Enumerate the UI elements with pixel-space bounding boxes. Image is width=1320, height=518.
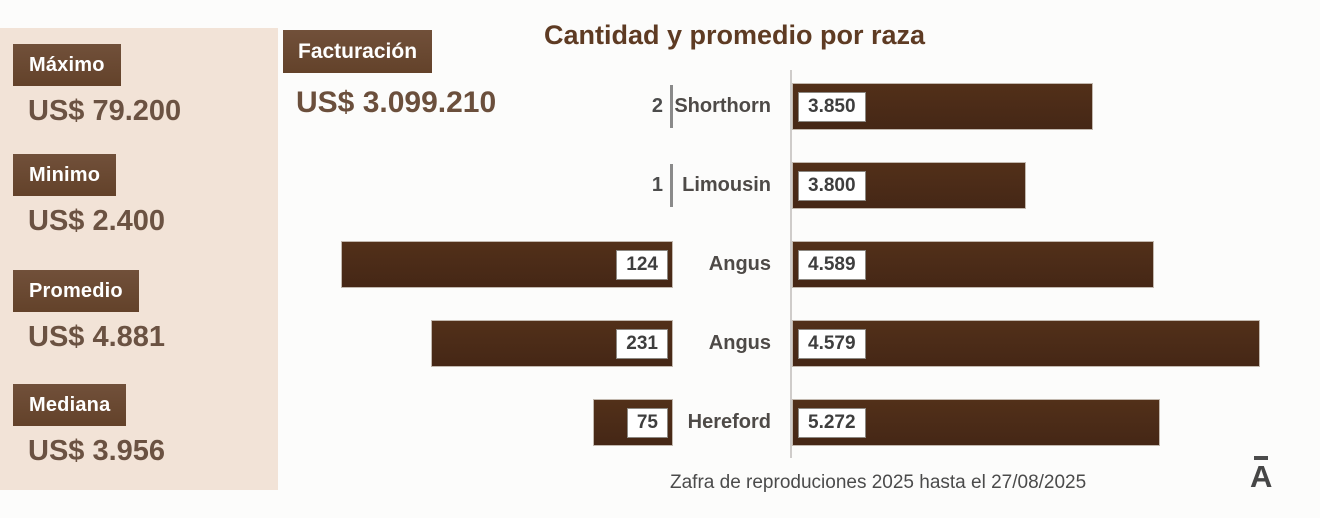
chart-row-hereford: 75 Hereford 5.272	[0, 400, 1320, 445]
logo-letter: A	[1250, 459, 1273, 494]
stat-maximo-label-box: Máximo	[13, 44, 121, 86]
qty-value-box: 231	[616, 328, 668, 359]
qty-label: 2	[651, 95, 663, 117]
facturacion-label-box: Facturación	[283, 30, 433, 73]
stats-sidebar: Máximo US$ 79.200 Minimo US$ 2.400 Prome…	[0, 28, 278, 490]
qty-axis-tick	[670, 164, 673, 207]
qty-value-box: 124	[616, 249, 668, 280]
logo-macron-icon	[1254, 456, 1269, 460]
breed-label: Angus	[708, 253, 771, 275]
chart-row-limousin: 1 Limousin 3.800	[0, 163, 1320, 208]
chart-axis-line	[790, 70, 792, 458]
stat-mediana: Mediana US$ 3.956	[0, 384, 278, 468]
avg-value-box: 3.850	[798, 91, 866, 122]
avg-bar: 5.272	[793, 400, 1159, 445]
stat-promedio: Promedio US$ 4.881	[0, 270, 278, 354]
stat-promedio-value: US$ 4.881	[28, 321, 166, 353]
stat-promedio-label: Promedio	[29, 280, 123, 302]
stat-maximo: Máximo US$ 79.200	[0, 44, 278, 128]
qty-value-box: 75	[626, 407, 668, 438]
facturacion-value: US$ 3.099.210	[296, 86, 497, 119]
channel-logo: A	[1250, 456, 1272, 492]
avg-bar: 4.589	[793, 242, 1153, 287]
stat-minimo-label-box: Minimo	[13, 154, 117, 196]
avg-value-box: 4.579	[798, 328, 866, 359]
chart-row-angus-1: 124 Angus 4.589	[0, 242, 1320, 287]
qty-bar: 124	[342, 242, 672, 287]
stat-mediana-label: Mediana	[29, 394, 111, 416]
stat-mediana-value: US$ 3.956	[28, 435, 166, 467]
chart-row-angus-2: 231 Angus 4.579	[0, 321, 1320, 366]
qty-axis-tick	[670, 85, 673, 128]
breed-label: Limousin	[682, 174, 771, 196]
breed-label: Shorthorn	[674, 95, 771, 117]
avg-bar: 4.579	[793, 321, 1259, 366]
stat-maximo-value: US$ 79.200	[28, 95, 182, 127]
stat-minimo: Minimo US$ 2.400	[0, 154, 278, 238]
facturacion-label: Facturación	[298, 40, 418, 63]
qty-bar: 231	[432, 321, 672, 366]
avg-bar: 3.800	[793, 163, 1025, 208]
stat-minimo-label: Minimo	[29, 164, 101, 186]
qty-label: 1	[651, 174, 663, 196]
chart-caption: Zafra de reproduciones 2025 hasta el 27/…	[670, 472, 1087, 493]
avg-value-box: 4.589	[798, 249, 866, 280]
avg-value-box: 3.800	[798, 170, 866, 201]
stat-maximo-label: Máximo	[29, 54, 105, 76]
stat-promedio-label-box: Promedio	[13, 270, 139, 312]
chart-title: Cantidad y promedio por raza	[544, 20, 926, 50]
stat-minimo-value: US$ 2.400	[28, 205, 166, 237]
breed-label: Hereford	[687, 411, 771, 433]
breed-label: Angus	[708, 332, 771, 354]
stat-mediana-label-box: Mediana	[13, 384, 127, 426]
avg-value-box: 5.272	[798, 407, 866, 438]
chart-row-shorthorn: 2 Shorthorn 3.850	[0, 84, 1320, 129]
avg-bar: 3.850	[793, 84, 1092, 129]
qty-bar: 75	[594, 400, 672, 445]
